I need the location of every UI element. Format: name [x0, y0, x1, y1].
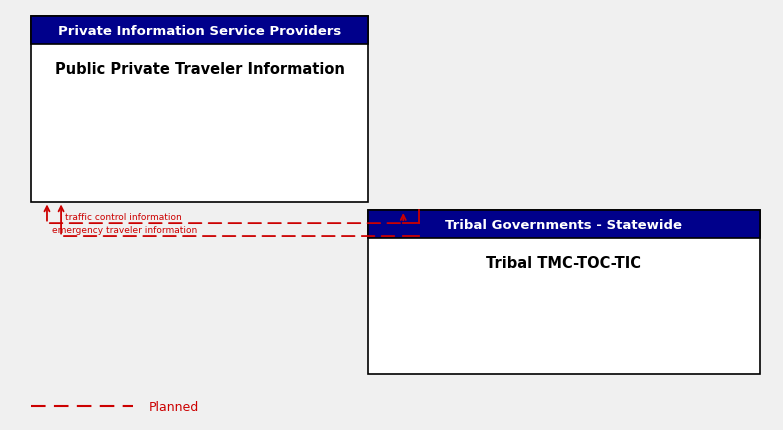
Bar — [31, 17, 368, 202]
Bar — [31, 17, 368, 45]
Text: Public Private Traveler Information: Public Private Traveler Information — [55, 62, 345, 77]
Text: Planned: Planned — [149, 400, 199, 413]
Text: Tribal TMC-TOC-TIC: Tribal TMC-TOC-TIC — [486, 256, 641, 271]
Text: Tribal Governments - Statewide: Tribal Governments - Statewide — [446, 218, 682, 231]
Bar — [368, 211, 760, 239]
Text: Private Information Service Providers: Private Information Service Providers — [58, 25, 341, 38]
Text: emergency traveler information: emergency traveler information — [52, 225, 197, 234]
Text: traffic control information: traffic control information — [65, 212, 182, 221]
Bar — [368, 211, 760, 374]
